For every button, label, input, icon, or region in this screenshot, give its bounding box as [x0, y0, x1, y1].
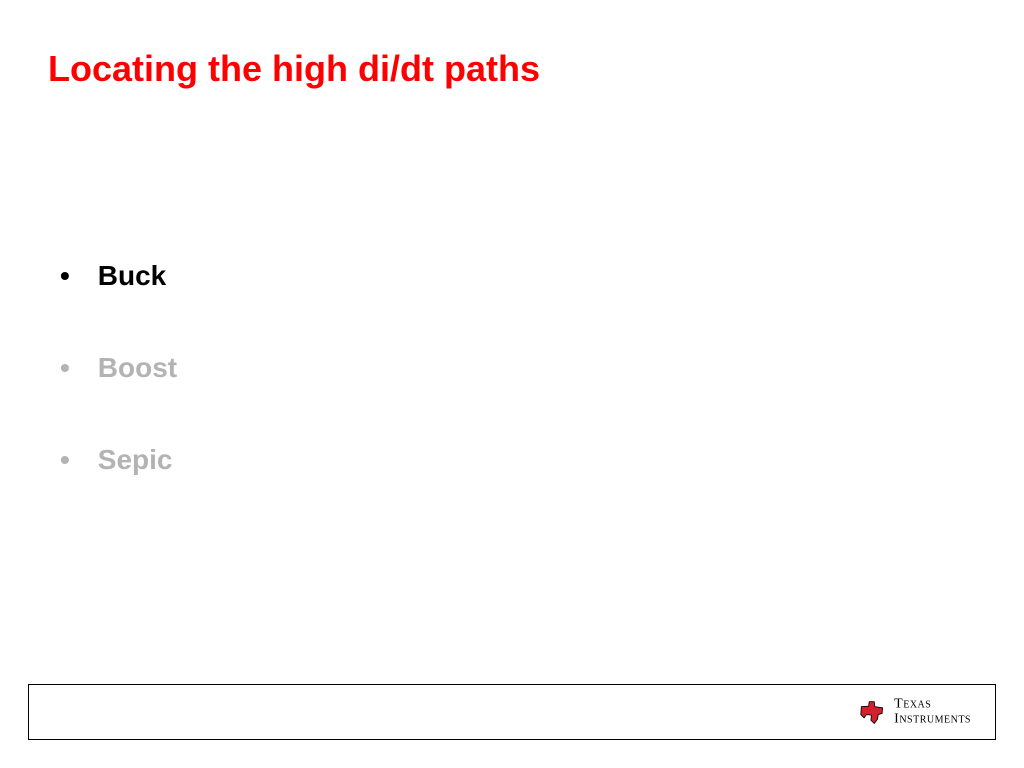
bullet-item-boost: Boost [60, 352, 177, 384]
bullet-list: Buck Boost Sepic [60, 260, 177, 536]
bullet-label: Buck [98, 260, 166, 291]
bullet-item-buck: Buck [60, 260, 177, 292]
footer-bar: Texas Instruments [28, 684, 996, 740]
slide: Locating the high di/dt paths Buck Boost… [0, 0, 1024, 768]
bullet-item-sepic: Sepic [60, 444, 177, 476]
ti-logo: Texas Instruments [858, 697, 971, 726]
slide-title: Locating the high di/dt paths [48, 48, 540, 90]
ti-logo-text: Texas Instruments [894, 697, 971, 726]
bullet-label: Sepic [98, 444, 173, 475]
ti-logo-text-top: Texas [894, 697, 971, 712]
ti-logo-mark-icon [858, 698, 886, 726]
ti-logo-text-bottom: Instruments [894, 712, 971, 727]
bullet-label: Boost [98, 352, 177, 383]
